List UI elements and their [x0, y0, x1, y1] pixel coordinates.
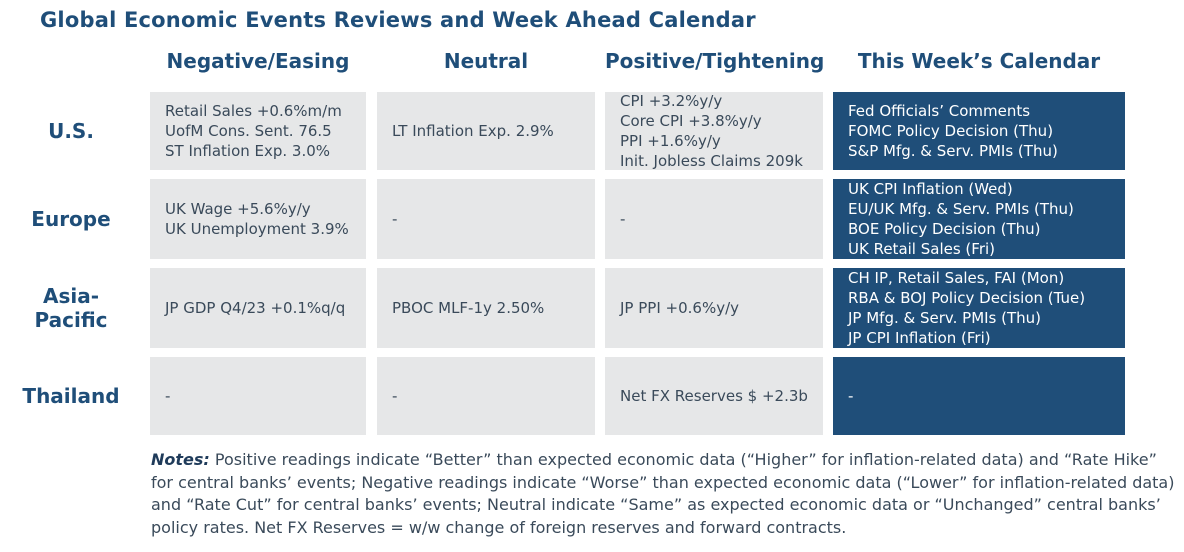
cell-asia-negative: JP GDP Q4/23 +0.1%q/q	[150, 268, 366, 348]
cell-line: Fed Officials’ Comments	[848, 102, 1031, 120]
cell-line: CPI +3.2%y/y	[620, 92, 723, 110]
cell-europe-calendar: UK CPI Inflation (Wed) EU/UK Mfg. & Serv…	[833, 179, 1125, 259]
cell-line: JP GDP Q4/23 +0.1%q/q	[165, 299, 346, 317]
notes-label: Notes:	[151, 450, 210, 469]
column-header-negative: Negative/Easing	[166, 49, 350, 73]
cell-thailand-positive: Net FX Reserves $ +2.3b	[605, 357, 823, 435]
cell-line: JP PPI +0.6%y/y	[620, 299, 740, 317]
cell-us-negative: Retail Sales +0.6%m/m UofM Cons. Sent. 7…	[150, 92, 366, 170]
cell-line: JP Mfg. & Serv. PMIs (Thu)	[848, 309, 1042, 327]
row-header-europe: Europe	[31, 207, 111, 231]
cell-line: EU/UK Mfg. & Serv. PMIs (Thu)	[848, 200, 1074, 218]
cell-line: S&P Mfg. & Serv. PMIs (Thu)	[848, 142, 1058, 160]
cell-asia-calendar: CH IP, Retail Sales, FAI (Mon) RBA & BOJ…	[833, 268, 1125, 348]
cell-line: UK Retail Sales (Fri)	[848, 240, 996, 258]
notes: Notes: Positive readings indicate “Bette…	[151, 449, 1175, 539]
row-header-line: Pacific	[34, 308, 108, 332]
cell-line: UK Unemployment 3.9%	[165, 220, 349, 238]
cell-line: BOE Policy Decision (Thu)	[848, 220, 1041, 238]
cell-line: Init. Jobless Claims 209k	[620, 152, 803, 170]
cell-line: RBA & BOJ Policy Decision (Tue)	[848, 289, 1086, 307]
cell-thailand-calendar: -	[833, 357, 1125, 435]
cell-line: PPI +1.6%y/y	[620, 132, 721, 150]
cell-asia-neutral: PBOC MLF-1y 2.50%	[377, 268, 595, 348]
cell-line: -	[392, 387, 398, 405]
cell-line: Retail Sales +0.6%m/m	[165, 102, 342, 120]
column-header-positive: Positive/Tightening	[605, 49, 825, 73]
column-header-neutral: Neutral	[443, 49, 529, 73]
cell-line: JP CPI Inflation (Fri)	[848, 329, 991, 347]
cell-line: -	[392, 210, 398, 228]
cell-europe-positive: -	[605, 179, 823, 259]
cell-line: -	[848, 387, 854, 405]
cell-line: -	[165, 387, 171, 405]
cell-europe-negative: UK Wage +5.6%y/y UK Unemployment 3.9%	[150, 179, 366, 259]
cell-line: UK CPI Inflation (Wed)	[848, 180, 1013, 198]
cell-europe-neutral: -	[377, 179, 595, 259]
cell-line: UK Wage +5.6%y/y	[165, 200, 311, 218]
row-header-line: Asia-	[42, 284, 100, 308]
page-title: Global Economic Events Reviews and Week …	[40, 8, 756, 32]
cell-line: ST Inflation Exp. 3.0%	[165, 142, 331, 160]
row-header-thailand: Thailand	[22, 384, 120, 408]
cell-thailand-neutral: -	[377, 357, 595, 435]
cell-line: UofM Cons. Sent. 76.5	[165, 122, 332, 140]
cell-line: CH IP, Retail Sales, FAI (Mon)	[848, 269, 1065, 287]
cell-thailand-negative: -	[150, 357, 366, 435]
row-header-asia-pacific: Asia- Pacific	[0, 268, 142, 348]
cell-line: LT Inflation Exp. 2.9%	[392, 122, 554, 140]
cell-line: Core CPI +3.8%y/y	[620, 112, 762, 130]
cell-us-calendar: Fed Officials’ Comments FOMC Policy Deci…	[833, 92, 1125, 170]
cell-asia-positive: JP PPI +0.6%y/y	[605, 268, 823, 348]
cell-line: FOMC Policy Decision (Thu)	[848, 122, 1054, 140]
row-header-us: U.S.	[48, 119, 94, 143]
cell-line: -	[620, 210, 626, 228]
notes-text: Positive readings indicate “Better” than…	[151, 450, 1175, 537]
cell-us-positive: CPI +3.2%y/y Core CPI +3.8%y/y PPI +1.6%…	[605, 92, 823, 170]
cell-line: PBOC MLF-1y 2.50%	[392, 299, 545, 317]
column-header-calendar: This Week’s Calendar	[857, 49, 1101, 73]
cell-us-neutral: LT Inflation Exp. 2.9%	[377, 92, 595, 170]
cell-line: Net FX Reserves $ +2.3b	[620, 387, 808, 405]
